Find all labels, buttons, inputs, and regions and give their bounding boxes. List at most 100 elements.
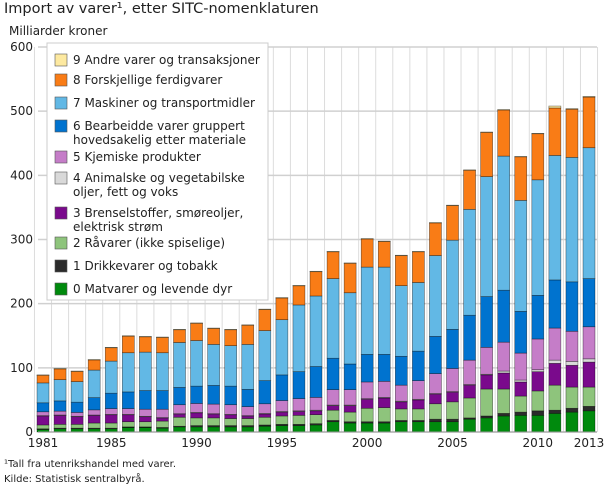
y-tick-label: 0 — [25, 425, 33, 439]
bar-segment — [53, 368, 67, 370]
bar-segment — [497, 372, 510, 390]
bar-segment — [565, 407, 579, 413]
bar-segment — [292, 371, 306, 399]
bar-segment — [309, 424, 323, 433]
bar-segment — [224, 404, 237, 415]
legend-swatch — [54, 96, 68, 110]
bar-segment — [87, 369, 101, 398]
legend-label: hovedsakelig etter materiale — [73, 133, 246, 147]
bar-segment — [548, 359, 562, 364]
bar-segment — [446, 329, 459, 369]
bar-segment — [582, 96, 596, 149]
bar-segment — [497, 109, 510, 111]
bar-segment — [87, 422, 101, 429]
bar-segment — [122, 335, 135, 354]
bar-segment — [412, 350, 425, 381]
bar-segment — [360, 354, 374, 383]
bar-segment — [122, 421, 135, 428]
legend-swatch — [54, 150, 68, 164]
bar-segment — [548, 279, 562, 329]
bar-segment — [241, 426, 255, 433]
bar-segment — [207, 426, 220, 433]
bar-segment — [565, 361, 579, 366]
legend-swatch — [54, 171, 68, 185]
bar-segment — [190, 340, 203, 387]
bar-segment — [531, 415, 545, 433]
bar-segment — [446, 205, 459, 241]
bar-segment — [360, 422, 374, 433]
bar-segment — [275, 297, 289, 321]
bar-segment — [87, 397, 101, 411]
bar-segment — [412, 380, 425, 400]
bar-segment — [258, 308, 272, 310]
bar-segment — [582, 358, 596, 363]
bar-segment — [412, 408, 425, 421]
bar-segment — [87, 409, 101, 416]
bar-segment — [70, 401, 84, 413]
bar-segment — [258, 403, 272, 414]
bar-segment — [224, 414, 237, 419]
bar-segment — [190, 426, 203, 433]
bar-segment — [343, 422, 357, 433]
bar-segment — [429, 403, 442, 420]
bar-segment — [548, 413, 562, 433]
legend-label: 4 Animalske og vegetabilske — [73, 171, 245, 185]
bar-segment — [224, 426, 237, 433]
bar-segment — [207, 344, 220, 386]
bar-segment — [360, 407, 374, 423]
bar-segment — [241, 406, 255, 416]
bar-segment — [429, 222, 442, 224]
bar-segment — [377, 241, 391, 268]
bar-segment — [309, 271, 323, 297]
bar-segment — [565, 281, 579, 332]
legend-label: 8 Forskjellige ferdigvarer — [73, 73, 222, 87]
legend-swatch — [54, 206, 68, 220]
legend-label: 9 Andre varer og transaksjoner — [73, 53, 260, 67]
chart-title: Import av varer¹, etter SITC-nomenklatur… — [4, 1, 319, 17]
bar-segment — [360, 381, 374, 399]
source: Kilde: Statistisk sentralbyrå. — [4, 474, 145, 485]
bar-segment — [292, 285, 306, 287]
bar-segment — [531, 410, 545, 416]
bar-segment — [190, 385, 203, 404]
bar-segment — [463, 384, 476, 399]
bar-segment — [156, 336, 169, 338]
legend-label: elektrisk strøm — [73, 220, 163, 234]
bar-segment — [139, 421, 152, 428]
bar-segment — [309, 366, 323, 398]
bar-segment — [241, 324, 255, 326]
bar-segment — [122, 408, 135, 415]
bar-segment — [258, 330, 272, 381]
bar-segment — [104, 422, 118, 429]
bar-segment — [156, 408, 169, 418]
bar-segment — [104, 347, 118, 362]
bar-segment — [292, 425, 306, 433]
bar-segment — [377, 407, 391, 423]
bar-segment — [70, 370, 84, 372]
x-tick-label: 1985 — [96, 436, 127, 450]
bar-segment — [275, 415, 289, 425]
bar-segment — [156, 352, 169, 391]
bar-segment — [309, 270, 323, 273]
bar-segment — [190, 322, 203, 324]
bar-segment — [326, 409, 340, 421]
bar-segment — [70, 423, 84, 429]
bar-segment — [207, 417, 220, 426]
legend-label: 3 Brenselstoffer, smøreoljer, — [73, 206, 243, 220]
bar-segment — [190, 322, 203, 341]
bar-segment — [497, 388, 510, 414]
bar-segment — [565, 157, 579, 283]
bar-segment — [173, 342, 186, 388]
bar-segment — [190, 412, 203, 419]
bar-segment — [326, 251, 340, 253]
bar-segment — [36, 424, 50, 430]
bar-segment — [395, 355, 408, 386]
bar-segment — [429, 336, 442, 374]
bar-segment — [463, 418, 476, 433]
bar-segment — [531, 133, 545, 181]
bar-segment — [565, 364, 579, 388]
bar-segment — [582, 386, 596, 407]
bar-segment — [395, 254, 408, 257]
bar-segment — [497, 109, 510, 157]
